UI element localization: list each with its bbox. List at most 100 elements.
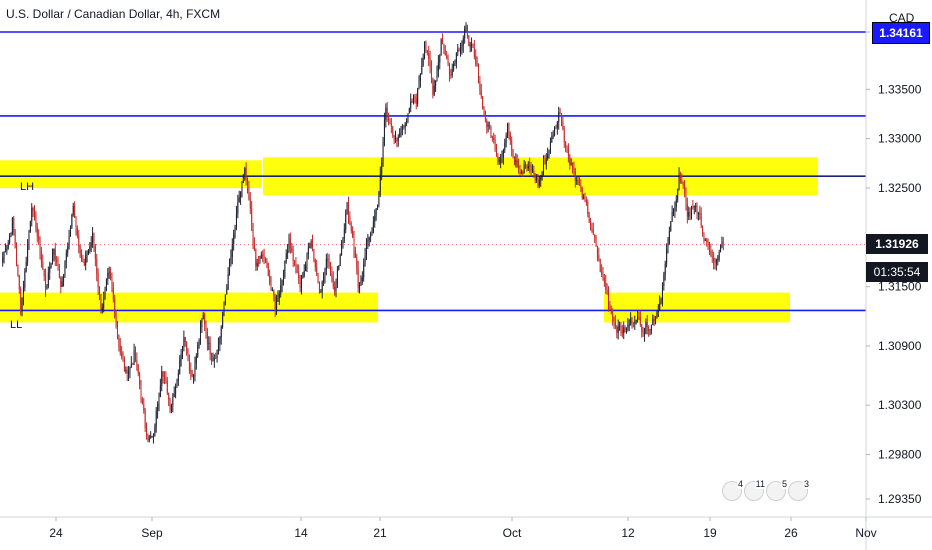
candle-body — [469, 45, 471, 47]
candle-body — [493, 137, 495, 140]
candle-body — [183, 337, 185, 347]
candle-body — [375, 208, 377, 216]
candle-body — [76, 228, 78, 236]
candle-body — [522, 172, 524, 174]
candle-body — [216, 349, 218, 359]
candle-body — [722, 242, 724, 244]
candle-body — [610, 308, 612, 314]
candle-body — [601, 271, 603, 274]
candle-body — [299, 278, 301, 288]
candle-body — [460, 49, 462, 52]
candle-body — [54, 249, 56, 260]
candle-body — [282, 276, 284, 280]
ca-flag-icon[interactable]: 5 — [766, 479, 788, 501]
candle-body — [310, 241, 312, 248]
candle-body — [50, 263, 52, 267]
horizontal-levels[interactable] — [0, 31, 866, 312]
candle-body — [374, 215, 376, 222]
candle-body — [187, 353, 189, 361]
candle-body — [89, 246, 91, 251]
candle-body — [370, 234, 372, 238]
candle-body — [406, 121, 408, 124]
candle-body — [159, 385, 161, 397]
candle-body — [312, 241, 314, 250]
candle-body — [346, 202, 348, 214]
candle-body — [565, 141, 567, 147]
candle-body — [424, 41, 426, 58]
economic-events[interactable]: 4 11 5 3 — [722, 479, 810, 501]
candle-body — [390, 123, 392, 127]
candle-body — [6, 248, 8, 252]
candle-body — [331, 274, 333, 279]
candle-body — [255, 249, 257, 267]
candle-body — [720, 246, 722, 252]
candle-body — [335, 284, 337, 292]
candle-body — [353, 236, 355, 251]
candle-body — [93, 233, 95, 247]
candle-body — [170, 405, 172, 411]
candle-body — [227, 274, 229, 290]
candle-body — [260, 254, 262, 259]
ll-label: LL — [10, 319, 22, 331]
candle-body — [609, 304, 611, 309]
candle-body — [212, 360, 214, 362]
price-tick-label: 1.30900 — [878, 339, 922, 353]
top-level-price-box: 1.34161 — [872, 22, 930, 44]
candle-body — [267, 263, 269, 276]
candle-body — [530, 166, 532, 171]
price-tick-label: 1.29800 — [878, 448, 922, 462]
candle-body — [318, 282, 320, 293]
candle-body — [140, 384, 142, 399]
candle-body — [702, 226, 704, 234]
candle-body — [414, 96, 416, 99]
candle-body — [128, 371, 130, 374]
candle-body — [184, 337, 186, 343]
candle-body — [169, 399, 171, 411]
candle-body — [451, 69, 453, 76]
candle-body — [639, 316, 641, 325]
candle-body — [258, 262, 260, 264]
candle-body — [581, 187, 583, 199]
candle-body — [670, 221, 672, 232]
candle-body — [336, 269, 338, 285]
candle-body — [56, 259, 58, 262]
symbol-title[interactable]: U.S. Dollar / Canadian Dollar, 4h, FXCM — [6, 7, 221, 21]
candle-body — [136, 359, 138, 365]
candle-body — [63, 275, 65, 282]
candle-body — [711, 256, 713, 258]
candle-body — [484, 112, 486, 121]
candle-body — [49, 266, 51, 273]
us-flag-icon[interactable]: 3 — [788, 479, 810, 501]
us-flag-icon[interactable]: 4 — [722, 479, 744, 501]
candle-body — [392, 126, 394, 136]
candle-body — [715, 259, 717, 264]
candle-body — [562, 121, 564, 131]
candle-body — [298, 271, 300, 279]
candle-body — [417, 88, 419, 105]
candle-body — [554, 127, 556, 136]
price-tick-label: 1.33000 — [878, 132, 922, 146]
candle-body — [256, 262, 258, 267]
candle-body — [10, 234, 12, 236]
candle-body — [151, 436, 153, 438]
candle-body — [393, 135, 395, 140]
candle-body — [40, 252, 42, 263]
candle-body — [101, 307, 103, 311]
candle-body — [83, 262, 85, 266]
time-tick-label: Sep — [141, 526, 163, 540]
ca-flag-icon[interactable]: 11 — [744, 479, 766, 501]
candle-body — [631, 318, 633, 323]
candle-body — [111, 279, 113, 289]
candle-body — [332, 278, 334, 287]
candle-body — [661, 285, 663, 301]
candle-body — [328, 261, 330, 268]
candle-body — [646, 322, 648, 328]
candle-body — [36, 227, 38, 237]
candle-body — [673, 210, 675, 213]
candle-body — [285, 253, 287, 262]
candle-body — [637, 316, 639, 320]
candle-body — [133, 350, 135, 365]
candle-body — [7, 242, 9, 249]
candle-body — [573, 168, 575, 172]
